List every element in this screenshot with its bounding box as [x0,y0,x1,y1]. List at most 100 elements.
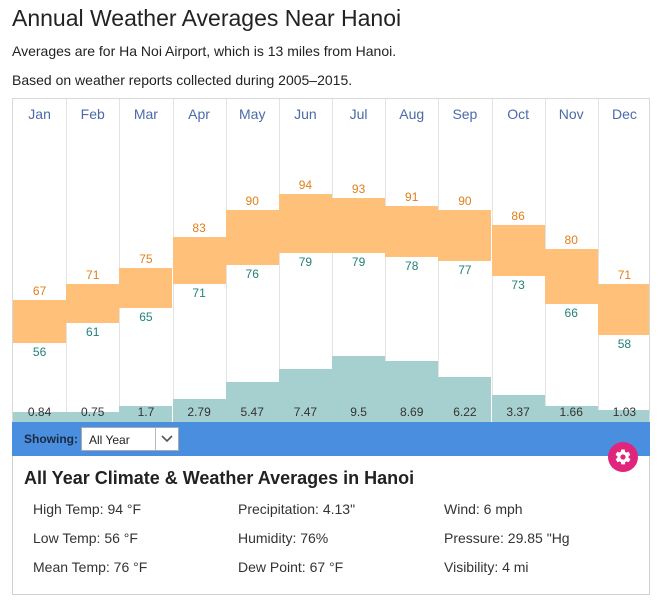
page-title: Annual Weather Averages Near Hanoi [12,5,402,31]
precipitation-bar [13,411,67,422]
month-label: Dec [611,106,637,122]
precipitation-label: 7.47 [293,405,318,419]
temp-range-bar [544,248,598,304]
stat-dew-point: Dew Point: 67 °F [238,559,344,575]
precipitation-bar [597,410,649,422]
low-temp-label: 79 [351,254,366,269]
low-temp-label: 79 [298,254,313,269]
month-label: Sep [452,106,478,122]
precipitation-bar [544,406,598,422]
climate-summary-panel: All Year Climate & Weather Averages in H… [12,456,650,595]
month-label: Nov [558,106,584,122]
temp-range-bar [332,197,386,253]
temp-range-bar [119,268,173,308]
precipitation-label: 1.03 [612,405,637,419]
select-divider [155,428,156,450]
low-temp-label: 58 [617,337,632,352]
temp-range-bar [172,237,226,285]
month-label: May [239,106,266,122]
precipitation-bar [332,356,386,422]
precipitation-label: 0.84 [27,405,52,419]
data-period-note: Based on weather reports collected durin… [12,72,353,88]
precipitation-bar [438,377,492,422]
high-temp-label: 75 [139,252,153,267]
column-divider [119,99,120,422]
period-select-value: All Year [89,433,130,447]
high-temp-label: 67 [32,283,47,298]
stat-precipitation: Precipitation: 4.13" [238,501,356,517]
month-label: Mar [133,106,158,122]
stat-wind: Wind: 6 mph [444,501,523,517]
stat-mean-temp: Mean Temp: 76 °F [33,559,148,575]
high-temp-label: 71 [617,268,632,283]
low-temp-label: 71 [192,286,206,301]
month-label: Aug [399,106,425,122]
precipitation-bar [491,395,545,422]
month-label: Apr [188,106,210,122]
column-divider [66,99,67,422]
monthly-weather-chart: Jan 67 56 0.84 Feb 71 61 0.75 Mar 75 65 1.7 Apr 83 71 2… [12,98,650,422]
low-temp-label: 73 [511,278,525,293]
temp-range-bar [438,209,492,261]
station-note: Averages are for Ha Noi Airport, which i… [12,43,397,59]
high-temp-label: 83 [192,221,206,235]
precipitation-label: 6.22 [453,405,477,419]
temp-range-bar [13,299,67,344]
high-temp-label: 71 [86,268,100,283]
high-temp-label: 91 [405,189,419,204]
settings-button[interactable] [608,442,638,472]
precipitation-label: 0.75 [81,405,105,419]
temp-range-bar [385,205,439,257]
column-divider [332,99,333,422]
high-temp-label: 93 [351,181,366,196]
precipitation-label: 8.69 [400,405,424,419]
stat-humidity: Humidity: 76% [238,530,329,546]
precipitation-bar [385,361,439,422]
low-temp-label: 65 [139,309,153,324]
column-divider [598,99,599,422]
high-temp-label: 90 [245,193,259,208]
temp-range-bar [597,284,649,336]
stat-pressure: Pressure: 29.85 "Hg [444,530,570,546]
month-label: Feb [80,106,105,122]
gear-icon [615,449,631,465]
low-temp-label: 66 [564,305,578,320]
month-label: Jun [294,106,317,122]
temp-range-bar [225,209,279,265]
low-temp-label: 78 [405,258,419,273]
stat-low-temp: Low Temp: 56 °F [33,530,138,546]
precipitation-label: 9.5 [350,405,367,419]
summary-title: All Year Climate & Weather Averages in H… [24,468,415,488]
precipitation-bar [278,369,332,422]
precipitation-label: 3.37 [506,405,530,419]
precipitation-bar [225,381,279,422]
precipitation-bar [119,406,173,422]
low-temp-label: 61 [86,325,100,340]
high-temp-label: 94 [298,177,313,192]
column-divider [279,99,280,422]
showing-label: Showing: [24,432,78,446]
high-temp-label: 80 [564,232,578,247]
stat-high-temp: High Temp: 94 °F [33,501,142,517]
low-temp-label: 56 [32,345,47,360]
precipitation-label: 5.47 [240,405,264,419]
month-label: Oct [507,106,529,122]
precipitation-label: 1.7 [137,405,155,419]
period-filter-bar: Showing: All Year [12,422,650,456]
low-temp-label: 76 [245,266,259,281]
column-divider [385,99,386,422]
temp-range-bar [491,225,545,277]
period-select[interactable]: All Year [81,427,179,451]
precipitation-bar [66,412,120,422]
precipitation-label: 1.66 [559,405,583,419]
chevron-down-icon[interactable] [160,433,174,445]
precipitation-bar [172,399,226,422]
low-temp-label: 77 [458,262,472,277]
month-label: Jul [349,106,368,122]
stat-visibility: Visibility: 4 mi [444,559,529,575]
high-temp-label: 86 [511,209,525,224]
month-label: Jan [28,106,51,122]
precipitation-label: 2.79 [187,405,211,419]
high-temp-label: 90 [458,193,472,208]
temp-range-bar [278,193,332,253]
